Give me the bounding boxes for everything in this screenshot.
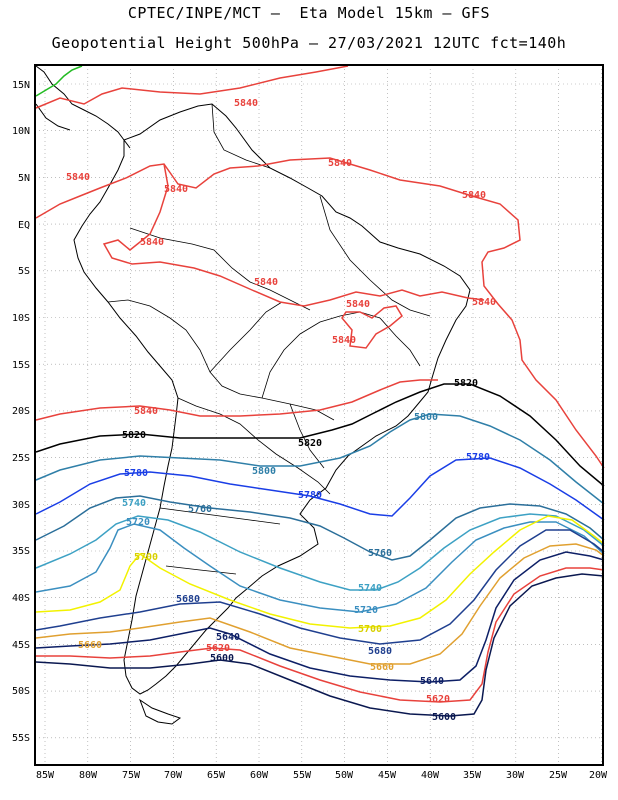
contour-label: 5780 <box>124 468 148 479</box>
map-title: CPTEC/INPE/MCT – Eta Model 15km – GFS <box>127 4 491 22</box>
contour-label: 5820 <box>298 438 322 449</box>
lat-tick-label: 40S <box>12 593 30 604</box>
lon-tick-label: 20W <box>589 770 608 781</box>
lat-axis: 15N 10N 5N EQ 5S 10S 15S 20S 25S 30S 35S… <box>12 80 30 744</box>
contour-labels: 5840 5840 5840 5840 5840 5840 5840 5840 … <box>66 98 496 723</box>
contour-label: 5840 <box>462 190 486 201</box>
contour-label: 5620 <box>426 694 450 705</box>
contour-5840-amazon <box>102 163 485 307</box>
lon-tick-label: 70W <box>164 770 183 781</box>
contour-5740 <box>35 513 605 591</box>
lon-tick-label: 65W <box>207 770 226 781</box>
lat-tick-label: 5N <box>18 173 30 184</box>
lat-tick-label: 45S <box>12 640 30 651</box>
lon-tick-label: 55W <box>293 770 312 781</box>
contour-5620 <box>36 567 605 703</box>
coastlines <box>35 65 471 725</box>
lat-tick-label: 15N <box>12 80 30 91</box>
lon-tick-label: 45W <box>378 770 397 781</box>
lon-tick-label: 60W <box>250 770 269 781</box>
lat-tick-label: 10S <box>12 313 30 324</box>
lon-tick-label: 35W <box>463 770 482 781</box>
lat-lon-grid <box>35 65 603 765</box>
lat-tick-label: 15S <box>12 360 30 371</box>
contour-label: 5840 <box>234 98 258 109</box>
map-subtitle: Geopotential Height 500hPa – 27/03/2021 … <box>51 34 567 52</box>
lon-tick-label: 40W <box>421 770 440 781</box>
contour-5840-north <box>35 65 349 109</box>
contour-label: 5840 <box>66 172 90 183</box>
contour-5840-tropical <box>35 157 605 469</box>
contour-label: 5840 <box>254 277 278 288</box>
contour-5840-brazil <box>341 305 403 349</box>
contour-label: 5840 <box>164 184 188 195</box>
contour-label: 5640 <box>420 676 444 687</box>
lon-tick-label: 75W <box>122 770 141 781</box>
contour-5700 <box>35 515 605 629</box>
contour-label: 5720 <box>354 605 378 616</box>
contour-5600 <box>35 573 605 717</box>
lon-tick-label: 80W <box>79 770 98 781</box>
lat-tick-label: 20S <box>12 406 30 417</box>
contour-label: 5740 <box>358 583 382 594</box>
contour-5840-south <box>35 379 438 421</box>
contour-label: 5720 <box>126 517 150 528</box>
contour-label: 5840 <box>346 299 370 310</box>
contour-label: 5740 <box>122 498 146 509</box>
lat-tick-label: 5S <box>18 266 30 277</box>
contour-label: 5840 <box>328 158 352 169</box>
contour-label: 5840 <box>332 335 356 346</box>
lon-axis: 85W 80W 75W 70W 65W 60W 55W 50W 45W 40W … <box>36 770 608 781</box>
central-america-border <box>35 65 83 97</box>
contour-label: 5840 <box>472 297 496 308</box>
contour-5640 <box>35 551 605 683</box>
contour-label: 5620 <box>206 643 230 654</box>
contour-label: 5780 <box>298 490 322 501</box>
contour-label: 5820 <box>454 378 478 389</box>
contour-5680 <box>35 529 605 645</box>
contour-label: 5660 <box>78 640 102 651</box>
lat-tick-label: 30S <box>12 500 30 511</box>
lat-tick-label: 10N <box>12 126 30 137</box>
contour-label: 5760 <box>188 504 212 515</box>
lon-tick-label: 50W <box>335 770 354 781</box>
lat-tick-label: 50S <box>12 686 30 697</box>
map-frame <box>34 64 604 766</box>
lon-tick-label: 30W <box>506 770 525 781</box>
contour-5820 <box>35 383 605 487</box>
contour-label: 5800 <box>414 412 438 423</box>
contour-label: 5840 <box>134 406 158 417</box>
lon-tick-label: 85W <box>36 770 55 781</box>
contour-5760 <box>35 495 605 561</box>
contour-label: 5700 <box>358 624 382 635</box>
contour-label: 5680 <box>368 646 392 657</box>
contour-label: 5800 <box>252 466 276 477</box>
contour-label: 5600 <box>432 712 456 723</box>
contour-label: 5600 <box>210 653 234 664</box>
contour-label: 5760 <box>368 548 392 559</box>
contour-label: 5780 <box>466 452 490 463</box>
contour-label: 5640 <box>216 632 240 643</box>
contour-5780 <box>35 457 605 521</box>
lon-tick-label: 25W <box>549 770 568 781</box>
contour-label: 5700 <box>134 552 158 563</box>
lat-tick-label: EQ <box>18 220 30 231</box>
lat-tick-label: 25S <box>12 453 30 464</box>
contours <box>35 65 605 717</box>
lat-tick-label: 55S <box>12 733 30 744</box>
contour-5720 <box>35 521 605 613</box>
contour-label: 5680 <box>176 594 200 605</box>
contour-label: 5660 <box>370 662 394 673</box>
lat-tick-label: 35S <box>12 546 30 557</box>
contour-5800 <box>35 413 605 505</box>
contour-5660 <box>35 543 605 665</box>
contour-label: 5840 <box>140 237 164 248</box>
contour-label: 5820 <box>122 430 146 441</box>
